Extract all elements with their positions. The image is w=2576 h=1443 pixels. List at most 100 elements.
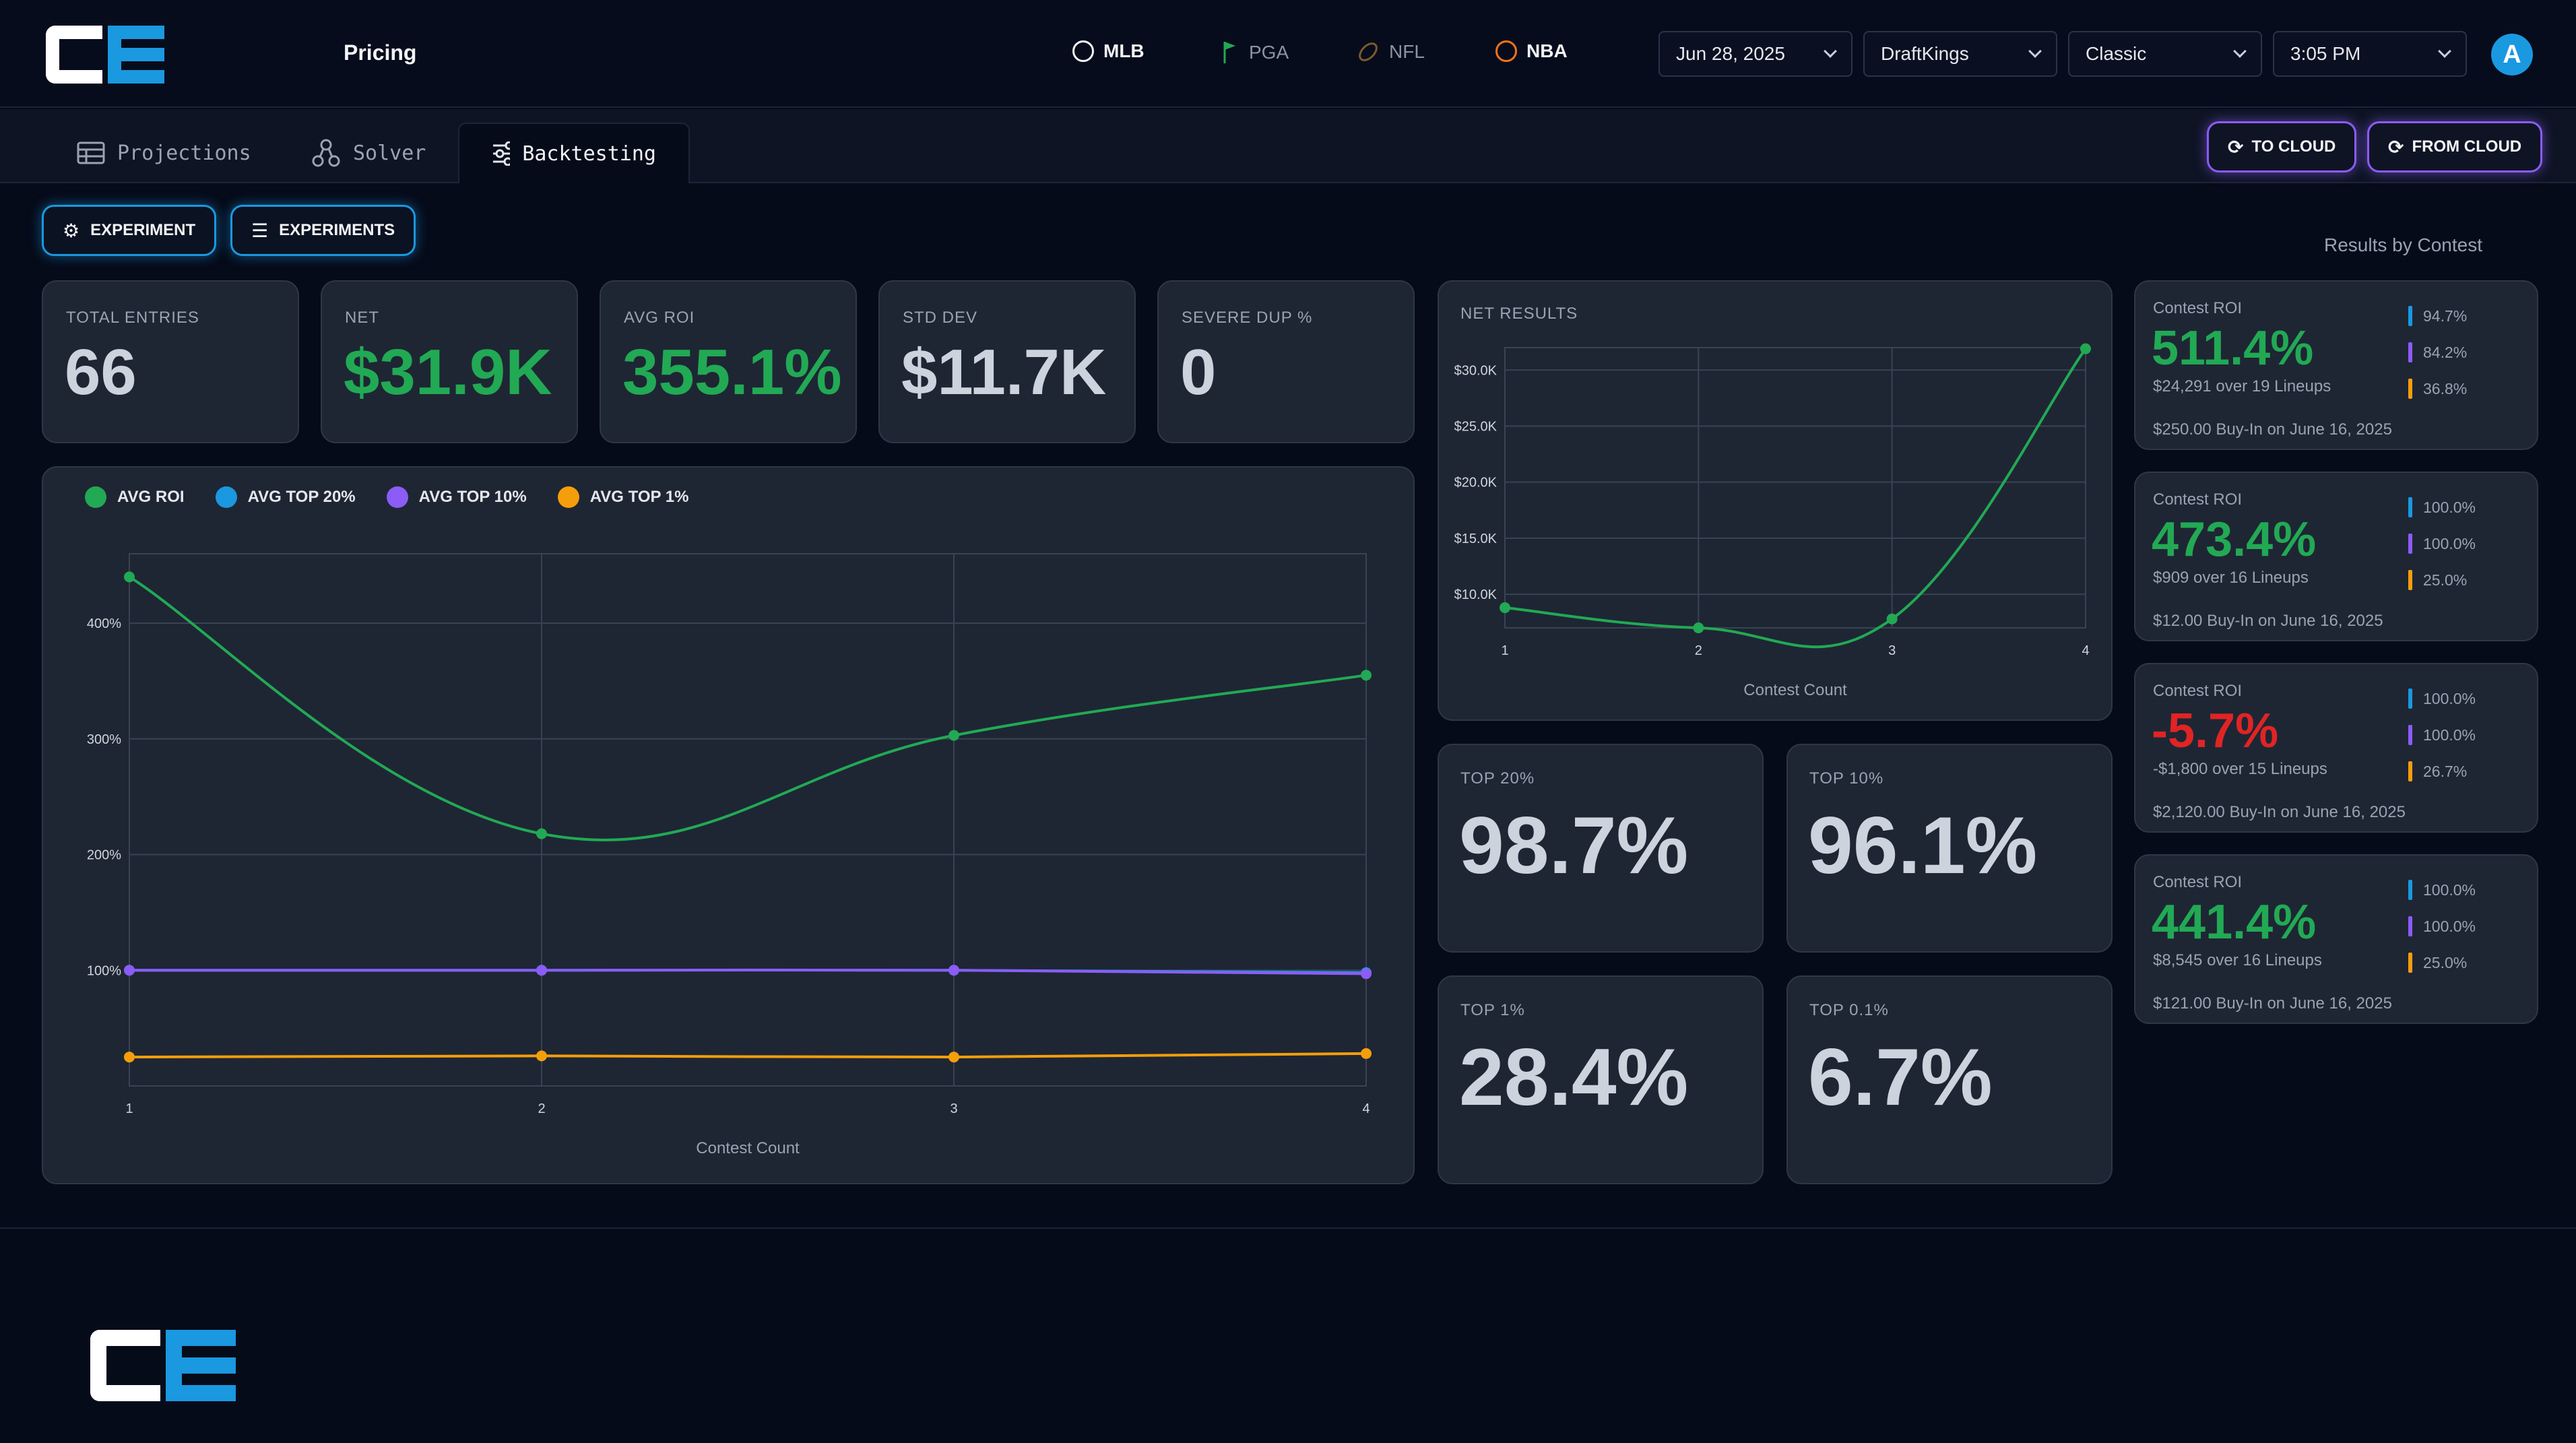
list-icon: ☰ (251, 220, 269, 241)
tab-solver[interactable]: Solver (279, 123, 458, 183)
percentile-bar (2408, 953, 2412, 973)
top-value: 98.7% (1459, 800, 1689, 891)
time-select[interactable]: 3:05 PM (2273, 31, 2467, 77)
roi-chart-card (42, 466, 1415, 1184)
data-point (1693, 622, 1704, 633)
chevron-down-icon (2438, 44, 2451, 58)
legend-item-avg-top10[interactable]: AVG TOP 10% (386, 486, 527, 508)
tab-projections-label: Projections (117, 141, 251, 165)
logo-letter-e (108, 26, 164, 84)
top20-card: TOP 20% 98.7% (1438, 744, 1764, 953)
data-point (2080, 343, 2091, 354)
percentile-value: 36.8% (2423, 379, 2468, 397)
contest-top10: 100.0% (2408, 908, 2476, 944)
to-cloud-button[interactable]: ⟳ TO CLOUD (2207, 121, 2357, 172)
contest-card[interactable]: Contest ROI 473.4% $909 over 16 Lineups … (2134, 472, 2538, 641)
contest-buyin: $12.00 Buy-In on June 16, 2025 (2153, 612, 2383, 630)
app-logo[interactable] (46, 26, 164, 84)
y-tick-label: $30.0K (1454, 363, 1498, 378)
from-cloud-label: FROM CLOUD (2412, 137, 2522, 156)
stat-net: NET $31.9K (321, 280, 578, 443)
chart-frame (129, 553, 1367, 1087)
data-point (536, 828, 547, 839)
sport-mlb[interactable]: MLB (1072, 40, 1145, 62)
legend-swatch (557, 486, 579, 508)
y-tick-label: $25.0K (1454, 419, 1498, 434)
sport-pga[interactable]: PGA (1219, 40, 1289, 65)
tab-projections[interactable]: Projections (44, 123, 284, 183)
from-cloud-button[interactable]: ⟳ FROM CLOUD (2367, 121, 2543, 172)
contest-buyin: $2,120.00 Buy-In on June 16, 2025 (2153, 803, 2406, 821)
legend-item-avg-top20[interactable]: AVG TOP 20% (215, 486, 356, 508)
contest-title: Contest ROI (2153, 490, 2243, 509)
contest-percentiles: 100.0% 100.0% 25.0% (2408, 872, 2476, 981)
stat-label: TOTAL ENTRIES (66, 309, 199, 327)
date-select[interactable]: Jun 28, 2025 (1659, 31, 1853, 77)
percentile-bar (2408, 880, 2412, 900)
site-select[interactable]: DraftKings (1863, 31, 2057, 77)
experiment-button[interactable]: ⚙ EXPERIMENT (42, 205, 217, 256)
experiments-button[interactable]: ☰ EXPERIMENTS (230, 205, 416, 256)
sport-nfl-label: NFL (1389, 41, 1425, 62)
top-label: TOP 10% (1809, 769, 1884, 788)
contest-roi: 473.4% (2152, 513, 2317, 567)
data-point (536, 965, 547, 976)
contest-summary: $909 over 16 Lineups (2153, 569, 2309, 587)
data-point (948, 1052, 959, 1063)
stat-avg-roi: AVG ROI 355.1% (600, 280, 857, 443)
sliders-icon (493, 141, 511, 166)
stat-value: 355.1% (622, 336, 842, 408)
y-tick-label: $10.0K (1454, 587, 1498, 602)
pricing-link[interactable]: Pricing (344, 40, 417, 65)
contest-summary: $24,291 over 19 Lineups (2153, 377, 2331, 395)
sport-nfl[interactable]: NFL (1357, 40, 1425, 63)
tab-backtesting[interactable]: Backtesting (458, 123, 690, 183)
contest-roi: -5.7% (2152, 704, 2279, 758)
stat-std-dev: STD DEV $11.7K (878, 280, 1136, 443)
percentile-value: 25.0% (2423, 953, 2468, 971)
contest-top10: 100.0% (2408, 717, 2476, 753)
contest-top20: 94.7% (2408, 298, 2467, 334)
top-value: 96.1% (1808, 800, 2038, 891)
contest-title: Contest ROI (2153, 299, 2243, 317)
x-tick-label: 4 (1362, 1101, 1370, 1116)
x-tick-label: 3 (950, 1101, 957, 1116)
stat-value: $31.9K (344, 336, 552, 408)
chevron-down-icon (1824, 44, 1837, 58)
legend-item-avg-top1[interactable]: AVG TOP 1% (557, 486, 689, 508)
sport-mlb-label: MLB (1103, 40, 1145, 61)
mode-value: Classic (2086, 43, 2147, 64)
contest-percentiles: 94.7% 84.2% 36.8% (2408, 298, 2467, 407)
x-axis-label: Contest Count (1743, 681, 1847, 699)
mode-select[interactable]: Classic (2068, 31, 2262, 77)
contest-card[interactable]: Contest ROI 441.4% $8,545 over 16 Lineup… (2134, 854, 2538, 1024)
stat-label: NET (345, 309, 379, 327)
contest-top20: 100.0% (2408, 680, 2476, 717)
avatar[interactable]: A (2491, 34, 2533, 75)
data-point (1886, 613, 1898, 624)
legend-label: AVG TOP 1% (589, 488, 689, 506)
legend-item-avg-roi[interactable]: AVG ROI (85, 486, 185, 508)
series-line (128, 575, 1367, 841)
stat-value: $11.7K (901, 336, 1107, 408)
footer-logo[interactable] (90, 1330, 236, 1401)
contest-card[interactable]: Contest ROI 511.4% $24,291 over 19 Lineu… (2134, 280, 2538, 450)
contest-percentiles: 100.0% 100.0% 25.0% (2408, 489, 2476, 598)
percentile-bar (2408, 916, 2412, 936)
legend-swatch (85, 486, 106, 508)
sport-nba-label: NBA (1526, 40, 1568, 61)
y-tick-label: 200% (87, 848, 121, 863)
top-bar: Pricing MLB PGA NFL NBA Jun 28, 2025 Dra… (0, 0, 2576, 108)
percentile-bar (2408, 688, 2412, 709)
percentile-bar (2408, 379, 2412, 399)
top-label: TOP 20% (1460, 769, 1535, 788)
sport-nba[interactable]: NBA (1495, 40, 1568, 62)
stat-severe-dup: SEVERE DUP % 0 (1157, 280, 1415, 443)
top-value: 28.4% (1459, 1032, 1689, 1122)
contest-card[interactable]: Contest ROI -5.7% -$1,800 over 15 Lineup… (2134, 663, 2538, 833)
legend-swatch (386, 486, 408, 508)
experiment-label: EXPERIMENT (90, 221, 196, 239)
contest-top1: 25.0% (2408, 944, 2476, 981)
data-point (124, 571, 135, 583)
baseball-icon (1072, 40, 1094, 62)
